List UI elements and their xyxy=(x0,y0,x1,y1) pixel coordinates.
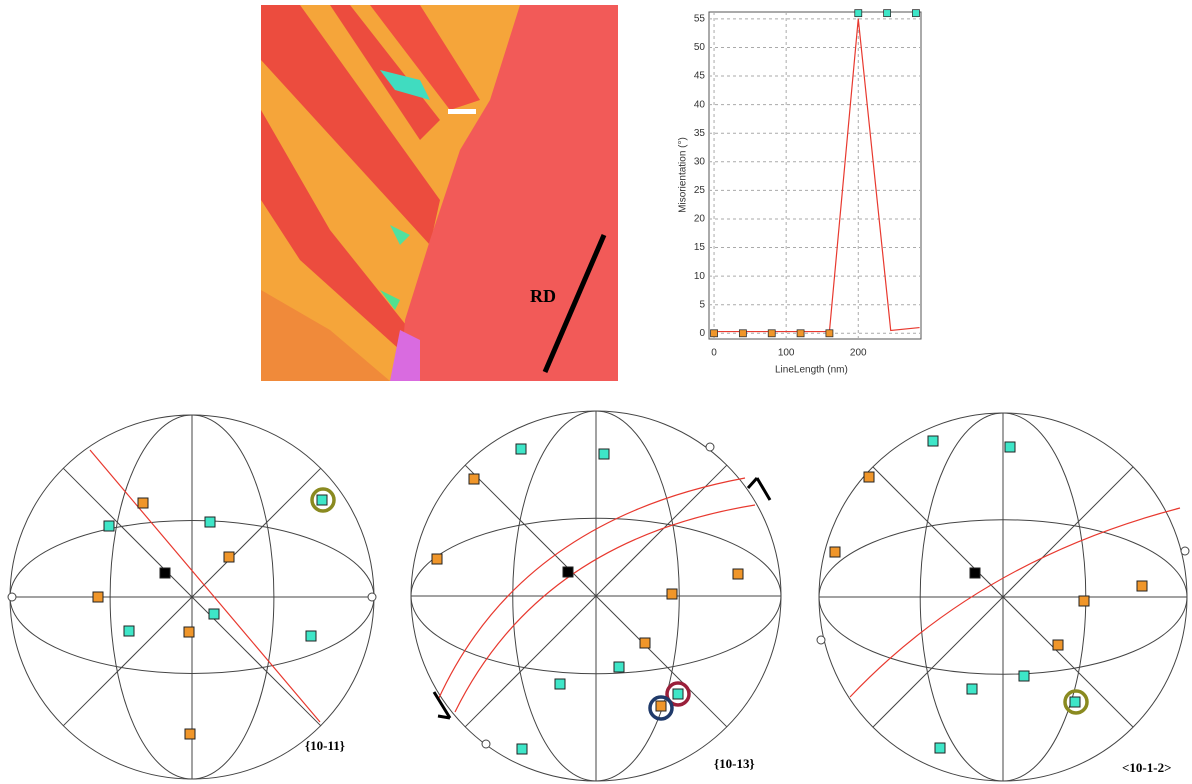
y-tick-label: 20 xyxy=(694,214,706,225)
pole-cyan xyxy=(1004,441,1016,453)
pf-ellipse xyxy=(410,517,782,675)
plot-frame xyxy=(708,11,922,340)
rim-dot xyxy=(481,739,491,749)
marker xyxy=(883,9,892,18)
pole-cyan xyxy=(598,448,610,460)
y-tick-label: 55 xyxy=(694,14,706,25)
x-tick-label: 200 xyxy=(850,348,867,359)
pole-cyan xyxy=(316,494,328,506)
y-tick-label: 40 xyxy=(694,99,706,110)
marker xyxy=(796,329,805,338)
pole-cyan xyxy=(934,742,946,754)
marker xyxy=(912,9,920,18)
highlight-ring xyxy=(648,695,674,721)
pole-orange xyxy=(223,551,235,563)
pole-cyan xyxy=(672,688,684,700)
pole-orange xyxy=(183,626,195,638)
pole-cyan xyxy=(516,743,528,755)
marker xyxy=(767,329,776,338)
x-axis-label: LineLength (nm) xyxy=(775,365,848,376)
rim-dot xyxy=(1180,546,1190,556)
map-label: RD xyxy=(530,286,556,306)
pf-ellipse xyxy=(109,414,275,780)
y-tick-label: 35 xyxy=(694,128,706,139)
line xyxy=(714,18,920,333)
y-axis-label: Misorientation (°) xyxy=(678,137,689,213)
pf-label: {10-11} xyxy=(305,738,345,753)
pole-cyan xyxy=(103,520,115,532)
trace-line xyxy=(849,507,1181,698)
rim-dot xyxy=(7,592,17,602)
pole-orange xyxy=(468,473,480,485)
pole-center xyxy=(969,567,981,579)
pole-cyan xyxy=(1069,696,1081,708)
pole-orange xyxy=(732,568,744,580)
pole-orange xyxy=(655,700,667,712)
pole-orange xyxy=(184,728,196,740)
y-tick-label: 30 xyxy=(694,156,706,167)
pole-orange xyxy=(92,591,104,603)
pole-orange xyxy=(666,588,678,600)
pole-orange xyxy=(137,497,149,509)
pole-cyan xyxy=(927,435,939,447)
pf-line xyxy=(872,466,1134,728)
marker xyxy=(710,329,718,338)
pole-orange xyxy=(1136,580,1148,592)
pole-cyan xyxy=(208,608,220,620)
pole-orange xyxy=(431,553,443,565)
trace-line xyxy=(89,449,321,723)
x-tick-label: 100 xyxy=(778,348,795,359)
marker xyxy=(825,329,834,338)
pole-cyan xyxy=(204,516,216,528)
marker xyxy=(854,9,863,18)
y-tick-label: 5 xyxy=(699,299,705,310)
y-tick-label: 0 xyxy=(699,328,705,339)
pf-line xyxy=(464,464,728,728)
pole-center xyxy=(562,566,574,578)
pole-orange xyxy=(829,546,841,558)
pole-cyan xyxy=(305,630,317,642)
pole-figures: {10-11} {10-13} <10-1-2> xyxy=(7,410,1190,782)
marker xyxy=(738,329,747,338)
rim-dot xyxy=(816,635,826,645)
y-tick-label: 25 xyxy=(694,185,706,196)
pf-label: <10-1-2> xyxy=(1122,760,1171,775)
pole-orange xyxy=(1078,595,1090,607)
shear-arrow xyxy=(746,476,772,501)
rim-dot xyxy=(705,442,715,452)
pf-ellipse xyxy=(512,410,680,782)
highlight-ring xyxy=(1063,689,1089,715)
pole-orange xyxy=(863,471,875,483)
pole-cyan xyxy=(613,661,625,673)
pole-cyan xyxy=(123,625,135,637)
y-tick-label: 15 xyxy=(694,242,706,253)
pole-cyan xyxy=(554,678,566,690)
ebsd-map: RD xyxy=(261,5,618,381)
pole-cyan xyxy=(515,443,527,455)
x-tick-label: 0 xyxy=(711,348,717,359)
pf-ellipse xyxy=(818,519,1188,675)
highlight-ring xyxy=(665,681,691,707)
shear-arrow xyxy=(432,691,452,720)
rim-dot xyxy=(367,592,377,602)
pf-label: {10-13} xyxy=(714,756,755,771)
pole-center xyxy=(159,567,171,579)
pole-orange xyxy=(639,637,651,649)
pole-cyan xyxy=(1018,670,1030,682)
pf-line xyxy=(62,467,322,727)
trace-line xyxy=(454,504,756,713)
highlight-ring xyxy=(310,487,336,513)
trace-line xyxy=(437,477,746,701)
y-tick-label: 50 xyxy=(694,42,706,53)
pole-cyan xyxy=(966,683,978,695)
pole-orange xyxy=(1052,639,1064,651)
y-tick-label: 10 xyxy=(694,271,706,282)
y-tick-label: 45 xyxy=(694,71,706,82)
